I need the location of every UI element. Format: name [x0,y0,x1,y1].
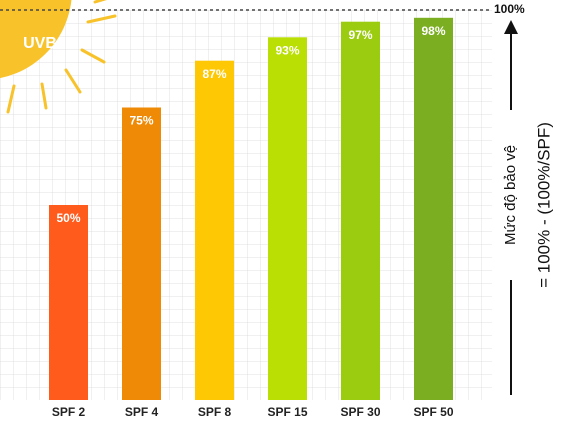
x-tick-label: SPF 15 [267,405,307,419]
bar [195,60,234,400]
value-label: 93% [275,43,299,57]
right-axis-annotation: Mức độ bảo vệ = 100% - (100%/SPF) [502,20,553,395]
bar [122,107,161,400]
formula: = 100% - (100%/SPF) [534,122,553,288]
x-tick-label: SPF 30 [340,405,380,419]
value-label: 50% [56,211,80,225]
x-tick-label: SPF 2 [52,405,86,419]
value-label: 87% [202,67,226,81]
bar [268,37,307,401]
y-tick-label: 100% [494,2,525,16]
value-label: 75% [129,114,153,128]
value-label: 98% [421,24,445,38]
x-tick-label: SPF 8 [198,405,232,419]
bar [49,205,88,400]
x-tick-label: SPF 50 [413,405,453,419]
x-tick-label: SPF 4 [125,405,159,419]
axis-title: Mức độ bảo vệ [502,145,519,245]
bar [414,17,453,401]
bar [341,21,380,400]
value-label: 97% [348,28,372,42]
sun-label: UVB [23,35,57,52]
sun: UVB [0,0,117,114]
